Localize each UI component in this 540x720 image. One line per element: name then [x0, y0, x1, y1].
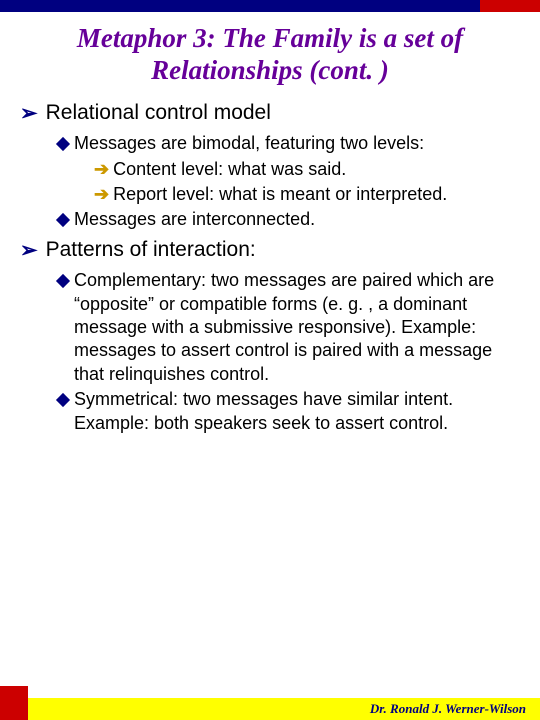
- bullet-text: Relational control model: [46, 101, 271, 126]
- top-bar: [0, 0, 540, 12]
- bullet-text: Complementary: two messages are paired w…: [74, 269, 520, 386]
- chevron-icon: ➢: [20, 101, 38, 126]
- bullet-text: Report level: what is meant or interpret…: [113, 183, 447, 206]
- bullet-l3: ➔ Report level: what is meant or interpr…: [94, 183, 520, 206]
- bullet-l2: Messages are bimodal, featuring two leve…: [58, 132, 520, 156]
- bullet-text: Content level: what was said.: [113, 158, 346, 181]
- diamond-icon: [58, 271, 68, 386]
- footer-author: Dr. Ronald J. Werner-Wilson: [28, 698, 540, 720]
- bullet-l2: Messages are interconnected.: [58, 208, 520, 232]
- bullet-text: Patterns of interaction:: [46, 238, 256, 263]
- bullet-text: Symmetrical: two messages have similar i…: [74, 388, 520, 435]
- bullet-l1: ➢ Patterns of interaction:: [20, 238, 520, 263]
- bullet-l3: ➔ Content level: what was said.: [94, 158, 520, 181]
- slide-title: Metaphor 3: The Family is a set of Relat…: [20, 22, 520, 87]
- footer: Dr. Ronald J. Werner-Wilson: [0, 698, 540, 720]
- chevron-icon: ➢: [20, 238, 38, 263]
- bullet-text: Messages are bimodal, featuring two leve…: [74, 132, 424, 156]
- bullet-l2: Symmetrical: two messages have similar i…: [58, 388, 520, 435]
- diamond-icon: [58, 390, 68, 435]
- bullet-text: Messages are interconnected.: [74, 208, 315, 232]
- diamond-icon: [58, 210, 68, 232]
- arrow-icon: ➔: [94, 183, 109, 206]
- diamond-icon: [58, 134, 68, 156]
- arrow-icon: ➔: [94, 158, 109, 181]
- bullet-l1: ➢ Relational control model: [20, 101, 520, 126]
- footer-red-block: [0, 686, 28, 720]
- slide-content: Metaphor 3: The Family is a set of Relat…: [0, 12, 540, 435]
- top-bar-accent: [480, 0, 540, 12]
- bullet-l2: Complementary: two messages are paired w…: [58, 269, 520, 386]
